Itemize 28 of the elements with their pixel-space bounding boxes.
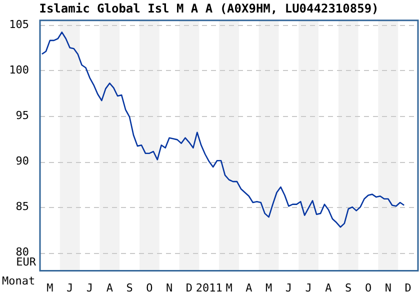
x-tick-label: D xyxy=(404,281,412,294)
y-tick-label: 90 xyxy=(16,154,29,168)
y-tick-label: 100 xyxy=(9,63,29,76)
y-tick-label: 80 xyxy=(16,245,29,258)
x-tick-label: O xyxy=(146,281,153,294)
x-tick-label: J xyxy=(305,281,312,294)
x-tick-label: N xyxy=(166,281,173,294)
x-tick-label: M xyxy=(226,281,233,294)
y-axis-title: EUR xyxy=(16,256,36,269)
x-tick-label: D xyxy=(186,281,193,294)
x-tick-label: A xyxy=(325,281,332,294)
x-tick-label: O xyxy=(364,281,372,294)
x-axis-title: Monat xyxy=(2,274,36,288)
chart-title: Islamic Global Isl M A A (A0X9HM, LU0442310859) xyxy=(39,1,379,16)
x-tick-label: N xyxy=(384,281,392,294)
y-tick-label: 85 xyxy=(16,200,29,213)
x-tick-label: A xyxy=(106,281,114,294)
x-tick-label: 2011 xyxy=(196,281,222,294)
x-tick-label: J xyxy=(285,281,292,294)
x-tick-label: J xyxy=(66,281,74,294)
x-tick-label: S xyxy=(345,281,352,294)
x-tick-label: M xyxy=(46,281,54,294)
x-tick-label: A xyxy=(246,281,253,294)
x-tick-label: S xyxy=(126,281,133,294)
x-tick-label: J xyxy=(86,281,94,294)
y-tick-label: 105 xyxy=(9,18,29,31)
x-tick-label: M xyxy=(265,281,272,294)
y-tick-label: 95 xyxy=(16,108,29,122)
